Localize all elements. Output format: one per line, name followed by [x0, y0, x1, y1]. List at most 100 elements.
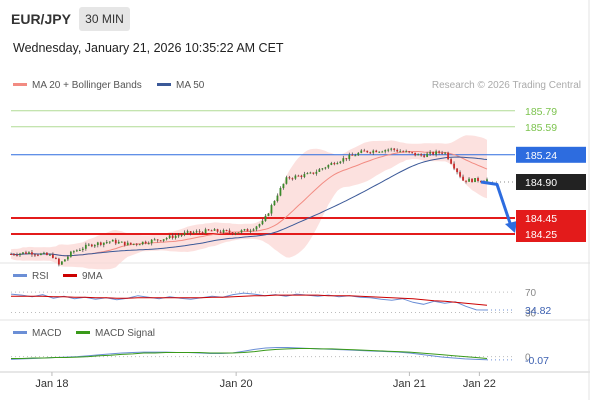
candle-body: [66, 256, 69, 260]
candle-body: [90, 244, 93, 247]
level-label-1: 185.59: [525, 122, 557, 134]
candle-body: [46, 252, 48, 256]
candle-body: [138, 244, 141, 246]
candle-body: [105, 242, 108, 244]
level-label-text: 185.24: [525, 150, 557, 162]
candle-body: [225, 230, 228, 232]
candle-body: [252, 229, 255, 231]
candle-body: [402, 151, 405, 153]
candle-body: [61, 261, 63, 265]
macd-series-line: [10, 347, 488, 361]
candle-body: [318, 169, 321, 172]
candle-body: [393, 148, 396, 150]
level-label-box: [516, 226, 586, 242]
macd-series-line: [11, 348, 488, 359]
candle-body: [16, 254, 18, 256]
level-label-5: 184.25: [516, 226, 586, 242]
candle-body: [435, 151, 437, 155]
legend-ma20-label: MA 20 + Bollinger Bands: [32, 80, 142, 91]
time-label: Jan 21: [393, 378, 426, 390]
candle-body: [333, 163, 336, 165]
candle-body: [456, 168, 458, 173]
candle-body: [360, 150, 363, 153]
level-label-2: 185.24: [516, 146, 586, 163]
candle-body: [315, 171, 318, 174]
candle-body: [123, 241, 126, 246]
candle-body: [348, 154, 351, 160]
candle-body: [264, 215, 267, 221]
legend-ma20: MA 20 + Bollinger Bands: [13, 80, 142, 91]
candle-body: [480, 180, 482, 182]
candle-body: [222, 230, 225, 233]
level-label-text: 184.25: [525, 229, 557, 241]
candle-body: [129, 242, 132, 245]
candle-body: [432, 152, 435, 155]
level-label-box: [516, 146, 586, 163]
candle-body: [276, 195, 279, 202]
timeframe-badge[interactable]: 30 MIN: [79, 7, 130, 31]
candle-body: [288, 177, 291, 179]
candle-body: [87, 244, 90, 246]
candle-body: [441, 152, 443, 154]
candle-body: [429, 152, 432, 154]
ma20-line: [10, 151, 488, 257]
candle-body: [174, 235, 177, 238]
candle-body: [309, 172, 312, 174]
forecast-arrow: [480, 180, 513, 227]
candle-body: [171, 235, 174, 238]
candle-body: [183, 232, 186, 235]
rsi-last-value: 34.82: [525, 305, 551, 317]
candle-body: [219, 231, 222, 233]
candle-body: [111, 239, 114, 242]
candle-body: [357, 152, 360, 156]
candle-body: [447, 152, 449, 160]
legend-macd: MACD: [13, 328, 61, 339]
candle-body: [468, 178, 470, 182]
level-label-4: 184.45: [516, 210, 586, 226]
candle-body: [255, 226, 258, 230]
candle-body: [31, 252, 33, 255]
candle-body: [300, 175, 303, 178]
level-label-box: [516, 210, 586, 226]
candle-body: [417, 154, 420, 156]
candle-body: [126, 242, 129, 246]
candle-body: [216, 229, 219, 232]
candle-body: [120, 241, 123, 243]
candle-body: [339, 161, 342, 164]
candle-body: [135, 243, 138, 245]
candle-body: [102, 242, 105, 245]
candle-body: [40, 253, 42, 255]
candle-body: [195, 231, 198, 233]
datetime-label: Wednesday, January 21, 2026 10:35:22 AM …: [13, 41, 284, 55]
candle-body: [34, 254, 36, 256]
candle-body: [189, 231, 192, 234]
candle-body: [426, 153, 429, 157]
legend-rsi-swatch: [13, 273, 27, 277]
time-label: Jan 18: [35, 378, 68, 390]
candle-body: [462, 176, 464, 181]
candle-body: [13, 254, 15, 256]
legend-macd-label: MACD: [32, 328, 62, 339]
candle-body: [186, 231, 189, 233]
candle-body: [204, 229, 207, 234]
candle-body: [150, 239, 153, 244]
candle-body: [294, 175, 297, 179]
candle-body: [144, 241, 147, 244]
candle-body: [75, 250, 78, 252]
candle-body: [132, 243, 135, 245]
chart-header: EUR/JPY 30 MIN Wednesday, January 21, 20…: [0, 0, 590, 70]
candle-body: [270, 205, 273, 214]
candle-body: [117, 241, 120, 244]
candle-body: [243, 229, 246, 231]
candle-body: [159, 240, 162, 242]
level-label-3: 184.90: [516, 174, 586, 190]
symbol-title: EUR/JPY: [11, 11, 71, 27]
candle-body: [234, 233, 237, 235]
bollinger-band: [11, 135, 487, 270]
candle-body: [22, 252, 24, 254]
candle-body: [303, 174, 306, 178]
candle-body: [207, 229, 210, 231]
level-label-text: 184.45: [525, 213, 557, 225]
candle-body: [249, 230, 252, 232]
